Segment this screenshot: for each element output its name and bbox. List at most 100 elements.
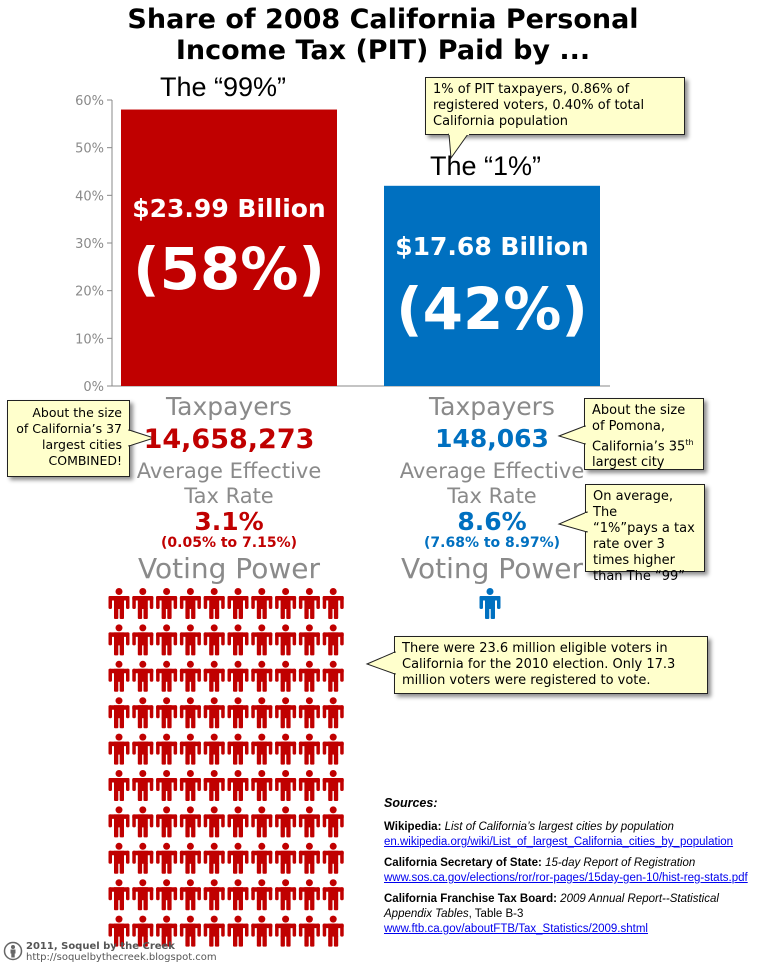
person-icon bbox=[179, 624, 201, 656]
bar-value-1: $17.68 Billion bbox=[395, 232, 589, 261]
person-icon bbox=[156, 660, 178, 692]
sources-block: Sources: Wikipedia: List of California’s… bbox=[384, 796, 764, 943]
person-icon bbox=[108, 806, 130, 838]
left-voting-label: Voting Power bbox=[138, 552, 320, 585]
person-icon bbox=[156, 842, 178, 874]
callout-voters: There were 23.6 million eligible voters … bbox=[394, 636, 708, 694]
person-icon bbox=[108, 660, 130, 692]
source-link-ftb[interactable]: www.ftb.ca.gov/aboutFTB/Tax_Statistics/2… bbox=[384, 923, 648, 935]
person-icon bbox=[156, 697, 178, 729]
person-icon bbox=[179, 588, 201, 619]
person-icon bbox=[298, 842, 320, 874]
callout-tax-rate: On average, The “1%”pays a tax rate over… bbox=[585, 484, 705, 584]
right-rate-range: (7.68% to 8.97%) bbox=[424, 535, 560, 551]
person-icon bbox=[227, 842, 249, 874]
person-icon bbox=[298, 915, 320, 947]
person-icon bbox=[275, 624, 297, 656]
source-link-wikipedia[interactable]: en.wikipedia.org/wiki/List_of_largest_Ca… bbox=[384, 836, 734, 848]
person-icon bbox=[108, 770, 130, 801]
right-rate-label-2: Tax Rate bbox=[447, 484, 537, 508]
footer: 2011, Soquel by the Creek http://soquelb… bbox=[26, 941, 217, 963]
person-icon bbox=[298, 879, 320, 911]
person-icon bbox=[132, 842, 154, 874]
right-taxpayers-value: 148,063 bbox=[435, 424, 549, 453]
person-icon bbox=[203, 697, 225, 729]
person-icon bbox=[156, 733, 178, 765]
callout-pomona-tail bbox=[557, 425, 586, 445]
callout-pomona: About the size of Pomona, California’s 3… bbox=[584, 398, 704, 470]
callout-rate-line: rate over 3 bbox=[593, 537, 665, 552]
person-icon bbox=[298, 733, 320, 765]
person-icon bbox=[132, 733, 154, 765]
y-tick-label: 40% bbox=[75, 189, 104, 204]
person-icon bbox=[275, 733, 297, 765]
source-title: 15-day Report of Registration bbox=[545, 857, 696, 869]
person-icon bbox=[227, 733, 249, 765]
source-title: List of California’s largest cities by p… bbox=[444, 821, 674, 833]
person-icon bbox=[108, 879, 130, 911]
source-org: California Secretary of State: bbox=[384, 857, 542, 869]
person-icon bbox=[322, 733, 344, 765]
source-link-sos[interactable]: www.sos.ca.gov/elections/ror/ror-pages/1… bbox=[384, 872, 748, 884]
person-icon bbox=[322, 660, 344, 692]
bar-value-99: $23.99 Billion bbox=[132, 194, 326, 223]
person-icon bbox=[108, 915, 130, 947]
person-icon bbox=[275, 588, 297, 619]
source-title: 2009 Annual Report--Statistical Appendix… bbox=[384, 893, 719, 920]
person-icon bbox=[203, 624, 225, 656]
person-icon bbox=[179, 806, 201, 838]
person-icon bbox=[179, 879, 201, 911]
callout-cities-line: largest cities bbox=[42, 437, 122, 452]
callout-pomona-line: largest city bbox=[592, 455, 665, 471]
person-icon bbox=[275, 879, 297, 911]
callout-one-percent-text: 1% of PIT taxpayers, 0.86% of registered… bbox=[433, 82, 645, 129]
person-icon bbox=[275, 842, 297, 874]
right-rate-label-1: Average Effective bbox=[399, 459, 585, 483]
callout-voters-tail bbox=[365, 651, 396, 675]
person-icon bbox=[298, 770, 320, 801]
callout-cities-line: COMBINED! bbox=[48, 453, 123, 468]
y-tick-label: 50% bbox=[75, 142, 104, 157]
page-title: Share of 2008 California Personal Income… bbox=[0, 4, 766, 66]
person-icon bbox=[227, 588, 249, 619]
person-icon bbox=[251, 842, 273, 874]
right-rate-value: 8.6% bbox=[457, 507, 527, 536]
bar-99-percent bbox=[121, 109, 337, 387]
person-icon bbox=[251, 588, 273, 619]
person-icon bbox=[322, 588, 344, 619]
person-icon bbox=[108, 733, 130, 765]
y-tick-label: 10% bbox=[75, 332, 104, 347]
person-icon bbox=[203, 733, 225, 765]
person-icon bbox=[275, 806, 297, 838]
person-icon bbox=[227, 624, 249, 656]
person-icon bbox=[108, 588, 130, 619]
bar-percent-1: (42%) bbox=[396, 275, 588, 343]
callout-voters-text: There were 23.6 million eligible voters … bbox=[402, 641, 676, 688]
footer-line-1: 2011, Soquel by the Creek bbox=[26, 941, 175, 952]
person-icon bbox=[179, 697, 201, 729]
callout-cities-line: of California’s 37 bbox=[16, 421, 122, 436]
y-tick-label: 60% bbox=[75, 94, 104, 109]
person-icon bbox=[298, 697, 320, 729]
person-icon bbox=[251, 915, 273, 947]
person-icon bbox=[132, 806, 154, 838]
person-icon bbox=[298, 588, 320, 619]
callout-one-percent: 1% of PIT taxpayers, 0.86% of registered… bbox=[425, 77, 685, 135]
callout-pomona-sup: th bbox=[685, 438, 694, 447]
callout-one-percent-tail bbox=[448, 132, 469, 160]
person-icon bbox=[156, 624, 178, 656]
person-icon bbox=[132, 770, 154, 801]
source-sos: California Secretary of State: 15-day Re… bbox=[384, 856, 764, 886]
person-icon bbox=[227, 770, 249, 801]
person-icon bbox=[227, 697, 249, 729]
y-tick-label: 0% bbox=[83, 380, 104, 395]
person-icon bbox=[227, 879, 249, 911]
left-rate-label-1: Average Effective bbox=[136, 459, 322, 483]
footer-person-icon bbox=[3, 941, 23, 961]
callout-tax-rate-tail bbox=[557, 511, 588, 533]
person-icon bbox=[298, 660, 320, 692]
person-icon bbox=[179, 660, 201, 692]
person-icon bbox=[203, 588, 225, 619]
person-icon bbox=[322, 697, 344, 729]
